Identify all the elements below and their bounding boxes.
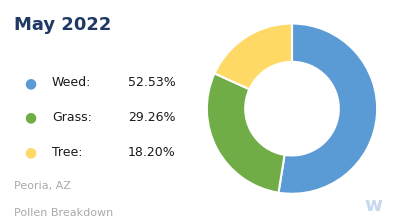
Text: Tree:: Tree: [52, 146, 82, 159]
Text: ●: ● [24, 145, 36, 159]
Text: ●: ● [24, 111, 36, 125]
Text: Peoria, AZ: Peoria, AZ [14, 181, 71, 192]
Text: ●: ● [24, 76, 36, 90]
Text: May 2022: May 2022 [14, 16, 111, 34]
Wedge shape [214, 24, 292, 89]
Wedge shape [278, 24, 377, 194]
Text: Pollen Breakdown: Pollen Breakdown [14, 208, 113, 218]
Text: Grass:: Grass: [52, 111, 92, 124]
Text: 18.20%: 18.20% [128, 146, 176, 159]
Text: 29.26%: 29.26% [128, 111, 176, 124]
Text: Weed:: Weed: [52, 76, 91, 89]
Wedge shape [207, 73, 284, 193]
Text: w: w [364, 196, 382, 215]
Text: 52.53%: 52.53% [128, 76, 176, 89]
